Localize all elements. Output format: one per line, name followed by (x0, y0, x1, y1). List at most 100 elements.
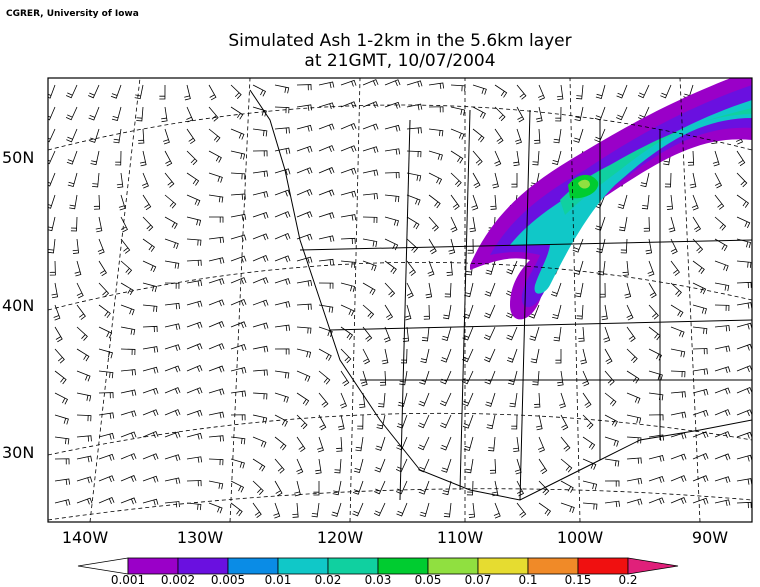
wind-barb (576, 304, 584, 320)
wind-barb (428, 82, 445, 89)
lon-label: 90W (692, 528, 728, 547)
wind-barb (689, 172, 697, 189)
wind-barb (692, 475, 709, 483)
wind-barb (648, 282, 657, 299)
wind-barb (450, 106, 466, 116)
wind-barb (670, 238, 678, 255)
colorbar-segment (527, 557, 579, 575)
wind-barb (484, 304, 496, 319)
wind-barb (714, 453, 731, 461)
wind-barb (472, 172, 481, 189)
wind-barb (76, 370, 91, 382)
wind-barb (573, 260, 584, 275)
wind-barb (362, 304, 375, 319)
wind-barb (138, 128, 145, 144)
wind-barb (230, 367, 247, 374)
wind-barb (641, 194, 650, 210)
wind-barb (88, 84, 100, 99)
wind-barb (399, 370, 408, 386)
wind-barb (425, 282, 433, 299)
wind-barb (98, 475, 115, 483)
wind-barb (164, 344, 181, 352)
wind-barb (294, 480, 301, 497)
wind-barb (647, 260, 655, 277)
wind-barb (54, 478, 71, 485)
wind-barb (601, 304, 608, 321)
wind-barb (208, 502, 223, 514)
wind-barb (404, 304, 412, 321)
wind-barb (48, 106, 56, 121)
wind-barb (296, 458, 304, 475)
wind-barb (274, 255, 291, 263)
wind-barb (511, 414, 518, 430)
wind-barb (648, 304, 659, 320)
wind-barb (164, 302, 180, 310)
wind-barb (334, 458, 342, 474)
wind-barb (54, 436, 70, 445)
wind-barb (230, 502, 243, 517)
wind-barb (252, 211, 269, 219)
wind-barb (92, 172, 100, 188)
wind-barb (419, 502, 430, 517)
wind-barb (668, 216, 676, 233)
wind-barb (252, 170, 269, 177)
map-area (48, 78, 752, 522)
wind-barb (74, 260, 82, 277)
wind-barb (687, 150, 695, 166)
wind-barb (362, 260, 377, 272)
colorbar-segment (277, 557, 329, 575)
wind-barb (340, 79, 357, 87)
wind-barb (559, 392, 566, 409)
wind-barb (98, 282, 110, 298)
wind-barb (736, 365, 752, 373)
wind-barb (164, 260, 180, 269)
wind-barb (512, 436, 520, 453)
wind-barb (340, 123, 357, 130)
wind-barb (443, 502, 452, 518)
wind-barb (692, 348, 708, 355)
wind-barb (186, 106, 194, 123)
wind-barb (670, 326, 685, 338)
wind-barb (714, 172, 723, 189)
wind-barb (274, 147, 291, 155)
wind-barb (296, 392, 310, 406)
wind-barb (406, 194, 421, 206)
wind-barb (428, 194, 441, 209)
lon-label: 120W (317, 528, 364, 547)
wind-barb (142, 172, 149, 189)
wind-barb (142, 498, 159, 506)
wind-barb (111, 106, 122, 122)
wind-barb (714, 499, 731, 507)
wind-barb (417, 436, 430, 451)
wind-barb (230, 458, 245, 469)
wind-barb (463, 436, 474, 451)
wind-barb (406, 150, 422, 158)
wind-barb (230, 84, 242, 99)
wind-barb (555, 348, 562, 364)
wind-barb (164, 238, 179, 250)
lon-label: 140W (62, 528, 109, 547)
wind-barb (208, 216, 224, 223)
wind-barb (419, 370, 430, 385)
wind-barb (274, 348, 290, 355)
colorbar-label: 0.01 (265, 573, 292, 587)
wind-barb (186, 128, 196, 145)
wind-barb (373, 502, 386, 517)
wind-barb (648, 370, 663, 381)
wind-barb (384, 101, 401, 109)
wind-barb (230, 436, 246, 445)
wind-barb (230, 414, 246, 421)
wind-barb (440, 348, 452, 363)
wind-barb (274, 278, 291, 285)
colorbar-segment (177, 557, 229, 575)
wind-barb (252, 345, 269, 353)
wind-barb (573, 128, 584, 143)
lon-label: 100W (557, 528, 604, 547)
wind-barb (736, 150, 746, 167)
wind-barb (142, 387, 159, 395)
wind-barb (648, 497, 665, 505)
wind-barb (142, 216, 154, 232)
wind-barb (383, 326, 391, 343)
